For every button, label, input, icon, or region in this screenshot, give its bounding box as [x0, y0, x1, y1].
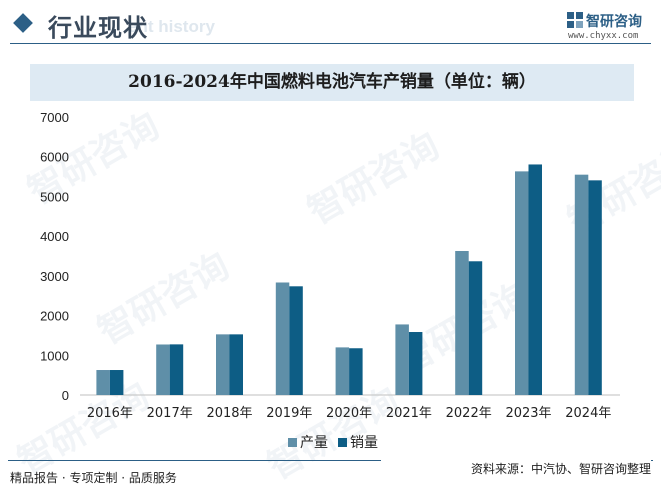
section-subtitle: ent history [128, 17, 215, 36]
source-box: 资料来源：中汽协、智研咨询整理 [381, 460, 651, 482]
y-tick-label: 5000 [40, 189, 69, 204]
bar-sales [468, 261, 483, 395]
chart-title: 2016-2024年中国燃料电池汽车产销量（单位：辆） [128, 72, 536, 92]
footer-slogan: 精品报告 · 专项定制 · 品质服务 [10, 471, 177, 485]
bar-sales [109, 370, 124, 395]
x-tick-label: 2023年 [505, 406, 551, 421]
section-title: 行业现状 [48, 14, 148, 42]
legend-label: 产量 [300, 435, 328, 451]
bar-sales [408, 332, 423, 395]
bar-sales [289, 286, 303, 395]
header-divider [10, 43, 651, 44]
bar-sales [169, 344, 184, 395]
bar-production [515, 171, 529, 395]
bar-production [455, 250, 469, 395]
bar-production [216, 334, 230, 395]
bar-production [275, 282, 290, 395]
x-tick-label: 2017年 [147, 406, 193, 421]
bar-sales [349, 348, 363, 395]
logo-text: 智研咨询 [586, 14, 642, 30]
y-tick-label: 3000 [40, 269, 69, 284]
source-note: 资料来源：中汽协、智研咨询整理 [470, 462, 651, 476]
bar-production [335, 347, 350, 395]
bar-production [156, 344, 170, 395]
y-tick-label: 2000 [40, 309, 69, 324]
bar-production [96, 370, 110, 395]
x-tick-label: 2019年 [266, 406, 312, 421]
bar-sales [528, 164, 542, 395]
x-tick-label: 2024年 [565, 406, 611, 421]
x-tick-label: 2018年 [206, 406, 252, 421]
bar-sales [229, 334, 243, 395]
x-tick-label: 2016年 [87, 406, 133, 421]
diamond-icon [13, 13, 33, 33]
logo-url: www.chyxx.com [568, 31, 639, 41]
y-tick-label: 7000 [40, 110, 69, 125]
legend-swatch [288, 438, 297, 447]
bar-production [574, 174, 589, 395]
bar-chart: 0 1000 2000 3000 4000 5000 6000 7000 2016年 2017年 2… [40, 110, 620, 451]
y-tick-label: 1000 [40, 348, 69, 363]
bar-production [395, 324, 409, 395]
x-tick-label: 2022年 [446, 406, 492, 421]
x-tick-label: 2020年 [326, 406, 372, 421]
header: ent history 行业现状 智研咨询 www.chyxx.com [0, 0, 661, 60]
y-tick-label: 6000 [40, 150, 69, 165]
legend-label: 销量 [350, 435, 378, 451]
bar-sales [588, 180, 602, 395]
footer: 精品报告 · 专项定制 · 品质服务 资料来源：中汽协、智研咨询整理 [0, 456, 661, 498]
legend-swatch [338, 438, 347, 447]
footer-divider [8, 460, 653, 461]
logo-icon [567, 12, 583, 28]
y-tick-label: 4000 [40, 229, 69, 244]
x-tick-label: 2021年 [386, 406, 432, 421]
chart-title-band: 2016-2024年中国燃料电池汽车产销量（单位：辆） [30, 64, 634, 101]
y-tick-label: 0 [62, 388, 69, 403]
